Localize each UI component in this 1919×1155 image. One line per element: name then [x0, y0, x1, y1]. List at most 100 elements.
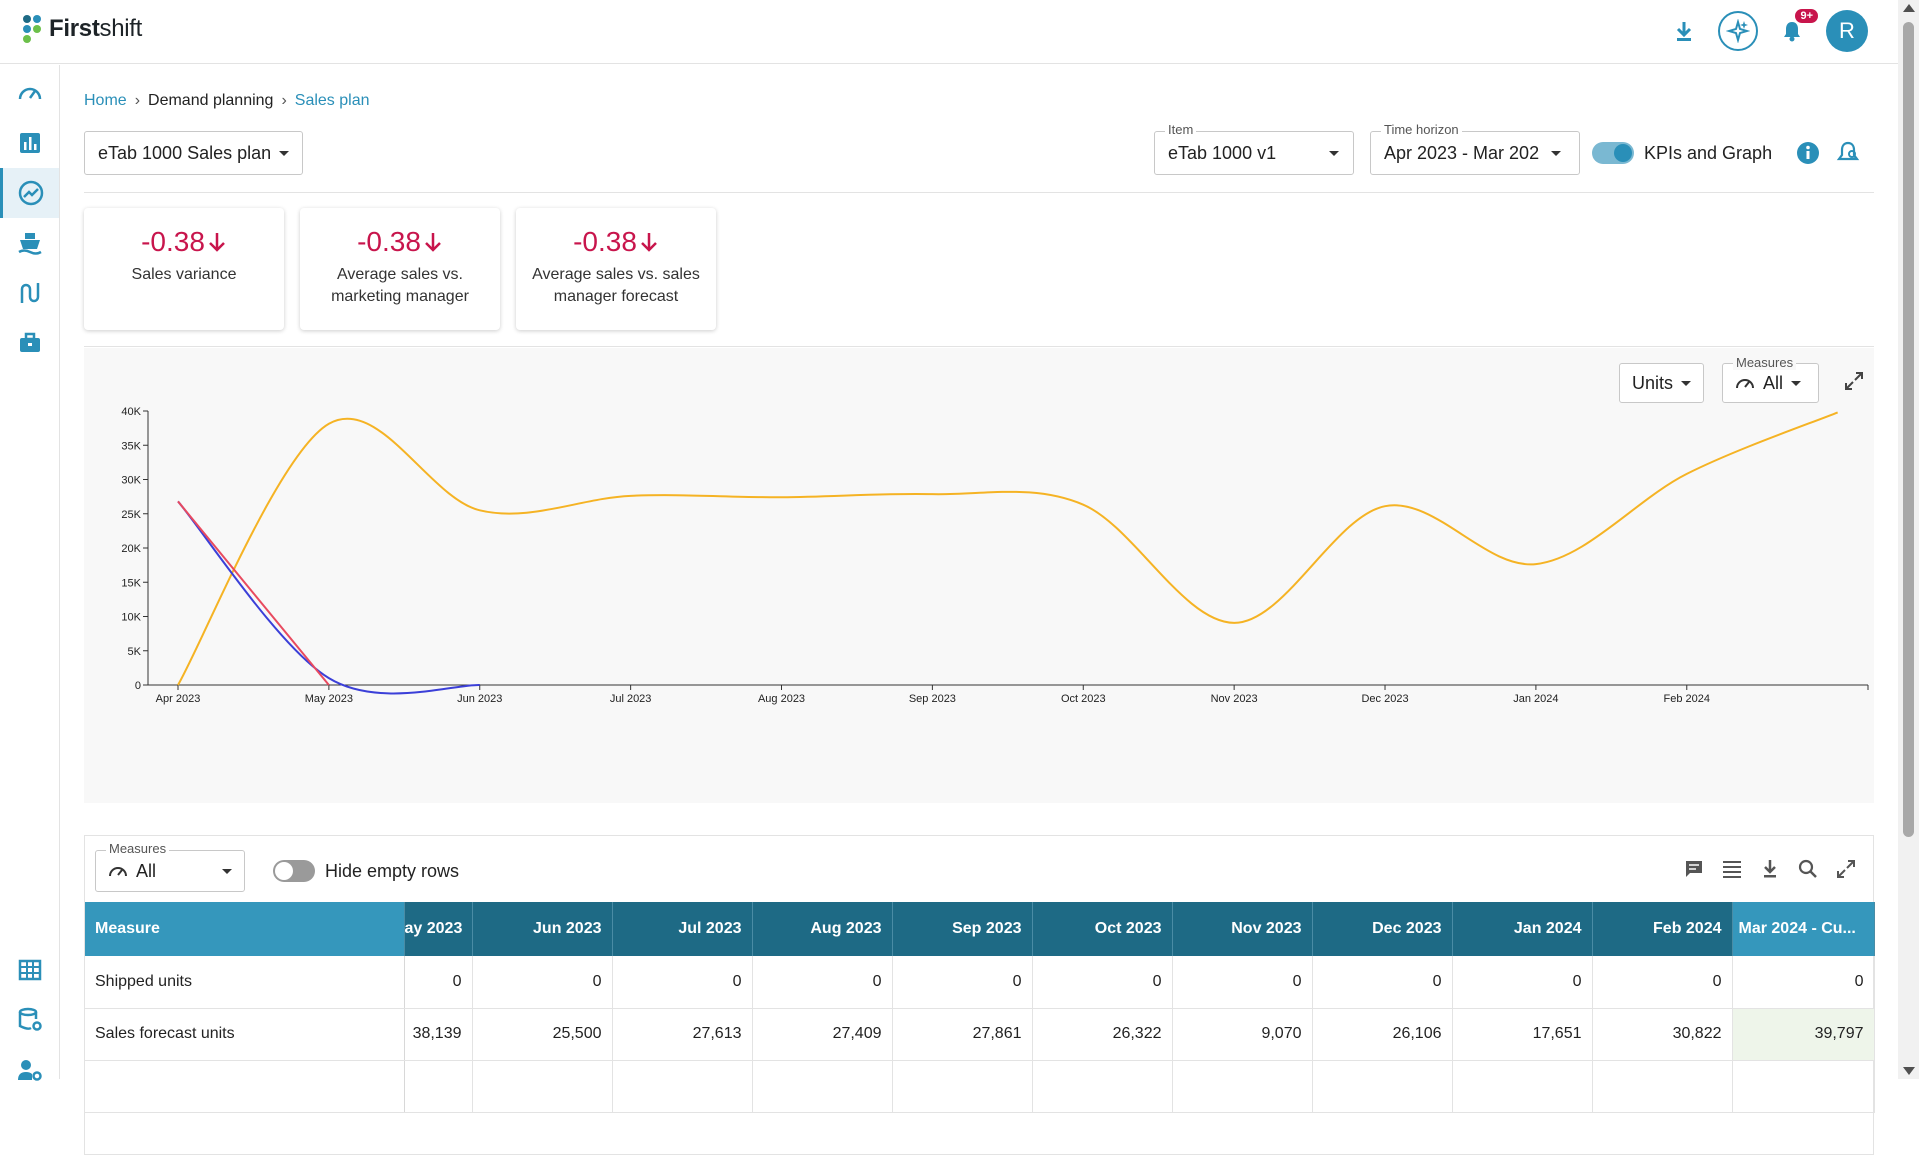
grid-measures-select[interactable]: Measures All [95, 841, 245, 892]
arrow-down-icon [641, 233, 657, 252]
chart-measures-select[interactable]: Measures All [1722, 355, 1819, 403]
grid-cell[interactable]: 30,822 [1592, 1008, 1733, 1061]
grid-cell[interactable] [1732, 1060, 1875, 1113]
grid-cell[interactable]: 27,861 [892, 1008, 1033, 1061]
grid-cell[interactable]: 0 [404, 956, 473, 1009]
grid-cell[interactable]: 17,651 [1452, 1008, 1593, 1061]
y-tick-label: 20K [121, 543, 141, 555]
y-tick-label: 35K [121, 440, 141, 452]
grid-expand-button[interactable] [1833, 856, 1859, 882]
page-scrollbar[interactable] [1898, 0, 1919, 1079]
plan-grid: Measure ay 2023 Jun 2023 Jul 2023 Aug 20… [85, 902, 1875, 1113]
scroll-up-icon[interactable] [1903, 4, 1915, 12]
grid-cell[interactable]: 25,500 [472, 1008, 613, 1061]
download-button[interactable] [1664, 11, 1704, 51]
sidebar-item-reports[interactable] [0, 118, 59, 168]
kpi-label: Average sales vs. sales manager forecast [532, 266, 700, 305]
grid-cell[interactable]: 26,106 [1312, 1008, 1453, 1061]
chart-expand-button[interactable] [1843, 370, 1865, 397]
grid-cell[interactable]: 0 [612, 956, 753, 1009]
units-select[interactable]: Units [1619, 363, 1705, 403]
grid-cell[interactable]: 27,613 [612, 1008, 753, 1061]
sidebar-item-user-settings[interactable] [0, 1045, 59, 1095]
sidebar-item-supply[interactable] [0, 218, 59, 268]
grid-cell[interactable]: 0 [1032, 956, 1173, 1009]
grid-cell[interactable] [1172, 1060, 1313, 1113]
item-select[interactable]: Item eTab 1000 v1 [1154, 122, 1354, 175]
series-line-0 [177, 411, 1839, 686]
sidebar-item-portfolio[interactable] [0, 318, 59, 368]
column-header[interactable]: Jun 2023 [472, 902, 613, 956]
grid-cell[interactable]: 0 [1592, 956, 1733, 1009]
column-header[interactable]: Jul 2023 [612, 902, 753, 956]
grid-cell[interactable] [1452, 1060, 1593, 1113]
kpi-card-sales-variance: -0.38 Sales variance [84, 208, 284, 330]
column-header[interactable]: Measure [85, 902, 405, 956]
scroll-down-icon[interactable] [1903, 1067, 1915, 1075]
grid-search-button[interactable] [1795, 856, 1821, 882]
column-header[interactable]: Feb 2024 [1592, 902, 1733, 956]
plan-selector[interactable]: eTab 1000 Sales plan [84, 131, 303, 175]
sidebar-item-dashboard[interactable] [0, 68, 59, 118]
grid-cell[interactable]: 27,409 [752, 1008, 893, 1061]
table-row: Sales forecast units 38,139 25,500 27,61… [85, 1008, 1875, 1061]
column-header[interactable]: Jan 2024 [1452, 902, 1593, 956]
column-header[interactable]: Dec 2023 [1312, 902, 1453, 956]
grid-cell[interactable] [1312, 1060, 1453, 1113]
grid-cell[interactable] [472, 1060, 613, 1113]
time-horizon-value: Apr 2023 - Mar 202 [1384, 142, 1540, 163]
sidebar-item-data-settings[interactable] [0, 995, 59, 1045]
grid-cell[interactable]: 9,070 [1172, 1008, 1313, 1061]
column-header[interactable]: Nov 2023 [1172, 902, 1313, 956]
x-tick-label: Jan 2024 [1513, 693, 1558, 705]
comments-button[interactable] [1681, 856, 1707, 882]
kpi-graph-toggle[interactable] [1592, 142, 1634, 164]
time-horizon-select[interactable]: Time horizon Apr 2023 - Mar 202 [1370, 122, 1580, 175]
kpi-graph-toggle-label: KPIs and Graph [1644, 142, 1773, 163]
breadcrumb-demand-planning[interactable]: Demand planning [148, 92, 274, 109]
hide-empty-rows-toggle[interactable] [273, 860, 315, 882]
info-button[interactable] [1796, 141, 1820, 170]
grid-cell[interactable] [612, 1060, 753, 1113]
row-density-button[interactable] [1719, 856, 1745, 882]
x-tick-label: Oct 2023 [1061, 693, 1106, 705]
column-header[interactable]: ay 2023 [404, 902, 473, 956]
grid-cell[interactable]: 0 [1312, 956, 1453, 1009]
grid-download-button[interactable] [1757, 856, 1783, 882]
grid-cell[interactable]: 0 [1452, 956, 1593, 1009]
grid-cell[interactable]: 39,797 [1732, 1008, 1875, 1061]
units-select-value: Units [1632, 372, 1674, 393]
logo[interactable]: Firstshift [22, 14, 142, 44]
grid-cell[interactable]: 0 [472, 956, 613, 1009]
info-icon [1797, 142, 1819, 164]
breadcrumb-home[interactable]: Home [84, 92, 127, 109]
grid-cell[interactable] [752, 1060, 893, 1113]
caret-down-icon [1551, 150, 1561, 156]
grid-cell[interactable] [1592, 1060, 1733, 1113]
grid-cell[interactable]: 26,322 [1032, 1008, 1173, 1061]
column-header[interactable]: Mar 2024 - Cu... [1732, 902, 1875, 956]
sidebar-item-data-grid[interactable] [0, 945, 59, 995]
scroll-thumb[interactable] [1903, 22, 1914, 837]
grid-cell[interactable]: 0 [1172, 956, 1313, 1009]
avatar[interactable]: R [1826, 10, 1868, 52]
row-measure [85, 1060, 405, 1113]
grid-cell[interactable]: 0 [1732, 956, 1875, 1009]
grid-cell[interactable] [404, 1060, 473, 1113]
trend-icon [18, 180, 44, 206]
column-header[interactable]: Oct 2023 [1032, 902, 1173, 956]
grid-cell[interactable]: 0 [892, 956, 1033, 1009]
grid-cell[interactable]: 38,139 [404, 1008, 473, 1061]
divider [84, 346, 1874, 347]
ai-assistant-button[interactable] [1718, 11, 1758, 51]
notifications-button[interactable]: 9+ [1772, 9, 1818, 51]
column-header[interactable]: Aug 2023 [752, 902, 893, 956]
sidebar-item-routes[interactable] [0, 268, 59, 318]
alert-settings-button[interactable] [1836, 140, 1862, 171]
grid-cell[interactable] [892, 1060, 1033, 1113]
column-header[interactable]: Sep 2023 [892, 902, 1033, 956]
sidebar-item-demand-planning[interactable] [0, 168, 59, 218]
grid-cell[interactable]: 0 [752, 956, 893, 1009]
grid-measures-value: All [136, 860, 157, 881]
grid-cell[interactable] [1032, 1060, 1173, 1113]
